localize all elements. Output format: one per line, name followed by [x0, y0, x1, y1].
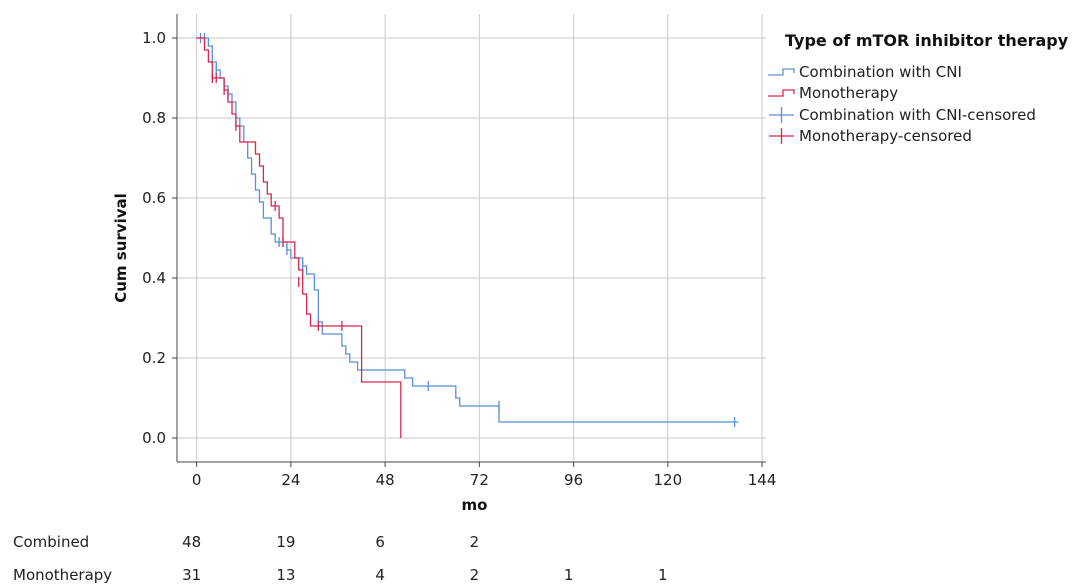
x-tick-label: 144: [748, 471, 777, 489]
risk-count: 1: [658, 566, 668, 584]
risk-count: 2: [470, 566, 480, 584]
axes: 0 24 48 72 96 120 144 0.0 0.2 0.4 0.6 0.8 1.0: [142, 14, 776, 489]
risk-table: Combined 48 19 6 2 Monotherapy 31 13 4 2 1 1: [13, 533, 668, 584]
y-tick-label: 1.0: [142, 29, 166, 47]
legend-entry-label: Combination with CNI-censored: [799, 106, 1036, 124]
y-axis-title: Cum survival: [112, 193, 130, 303]
risk-count: 13: [276, 566, 295, 584]
legend-entry-label: Monotherapy-censored: [799, 127, 972, 145]
risk-count: 31: [182, 566, 201, 584]
y-tick-label: 0.6: [142, 189, 166, 207]
risk-count: 1: [564, 566, 574, 584]
series-layer: [196, 33, 739, 438]
risk-row-label: Combined: [13, 533, 89, 551]
risk-count: 48: [182, 533, 201, 551]
series-line-1: [196, 37, 402, 438]
x-axis-title: mo: [462, 496, 488, 514]
x-tick-label: 120: [654, 471, 683, 489]
risk-count: 2: [470, 533, 480, 551]
legend-entry-label: Monotherapy: [799, 84, 898, 102]
legend-title: Type of mTOR inhibitor therapy: [785, 31, 1069, 50]
x-tick-label: 48: [376, 471, 395, 489]
x-tick-label: 72: [470, 471, 489, 489]
risk-row-label: Monotherapy: [13, 566, 112, 584]
legend-swatch-1: [768, 89, 795, 97]
risk-count: 6: [375, 533, 385, 551]
risk-count: 19: [276, 533, 295, 551]
x-tick-label: 24: [281, 471, 300, 489]
legend-entry-label: Combination with CNI: [799, 63, 962, 81]
y-tick-label: 0.2: [142, 349, 166, 367]
y-tick-label: 0.8: [142, 109, 166, 127]
legend-swatch-0: [768, 68, 795, 76]
legend-swatch-2: [769, 107, 794, 123]
y-tick-label: 0.4: [142, 269, 166, 287]
x-tick-label: 0: [192, 471, 202, 489]
x-tick-label: 96: [564, 471, 583, 489]
y-tick-label: 0.0: [142, 429, 166, 447]
risk-count: 4: [375, 566, 385, 584]
series-line-0: [196, 37, 739, 423]
legend-swatch-3: [769, 128, 794, 144]
legend: Type of mTOR inhibitor therapy Combinati…: [768, 31, 1069, 145]
grid: [177, 14, 766, 462]
